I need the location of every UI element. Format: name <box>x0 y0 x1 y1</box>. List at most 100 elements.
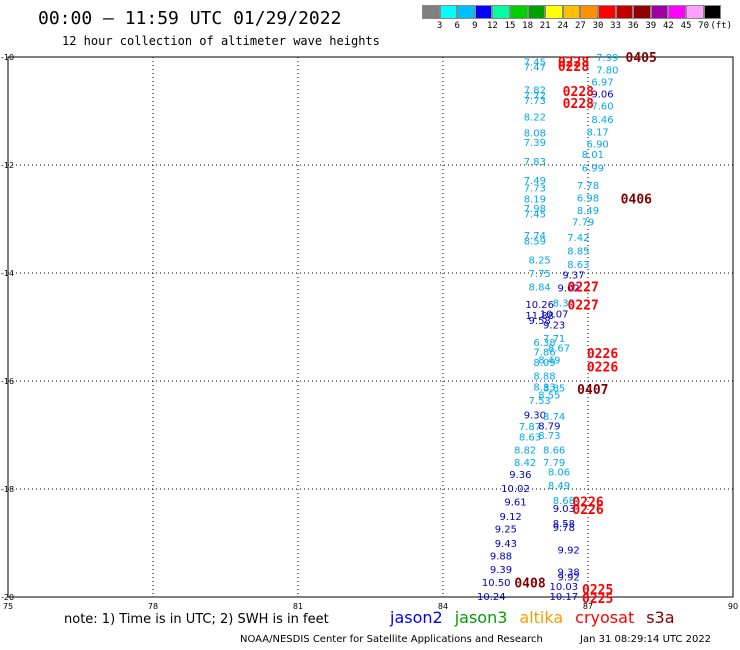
wave-height-label: 7.99 <box>596 53 618 64</box>
cycle-label: 0227 <box>568 298 599 313</box>
cycle-label: 0225 <box>582 583 613 598</box>
cycle-label: 0228 <box>558 60 589 75</box>
wave-height-label: 7.60 <box>591 102 613 113</box>
wave-height-label: 8.85 <box>543 383 565 394</box>
wave-height-label: 7.73 <box>524 184 546 195</box>
cycle-labels: 0405022802280228022804060227022702260226… <box>514 51 656 607</box>
footer-timestamp: Jan 31 08:29:14 UTC 2022 <box>580 634 712 645</box>
wave-height-label: 7.74 <box>524 231 546 242</box>
wave-height-label: 9.03 <box>553 504 575 515</box>
lon-tick-label: 87 <box>583 602 593 611</box>
wave-height-label: 9.61 <box>504 497 526 508</box>
colorbar-label: 18 <box>522 21 534 31</box>
legend-item-jason2: jason2 <box>390 608 443 627</box>
wave-height-label: 7.83 <box>524 157 546 168</box>
satellite-legend: jason2 jason3 altika cryosat s3a <box>390 608 687 627</box>
wave-height-label: 8.66 <box>543 446 565 457</box>
colorbar-swatch-14 <box>668 5 686 19</box>
wave-height-label: 8.08 <box>524 129 546 140</box>
colorbar-label: 21 <box>539 21 551 31</box>
cycle-label: 0227 <box>568 281 599 296</box>
cycle-label: 0408 <box>514 576 545 591</box>
wave-height-label: 7.39 <box>524 138 546 149</box>
wave-height-label: 10.07 <box>540 310 569 321</box>
lon-tick-label: 75 <box>3 602 13 611</box>
wave-height-label: 8.06 <box>548 468 570 479</box>
wave-height-label: 7.47 <box>524 63 546 74</box>
wave-height-label: 7.45 <box>524 210 546 221</box>
colorbar-label: (ft) <box>710 21 733 31</box>
colorbar-label: 33 <box>610 21 622 31</box>
axis-labels: 75 78 81 84 87 90 -10 -12 -14 -16 -18 -20 <box>1 53 738 611</box>
wave-height-label: 8.59 <box>524 237 546 248</box>
wave-height-label: 8.01 <box>582 150 604 161</box>
wave-height-label: 8.67 <box>548 344 570 355</box>
wave-height-label: 9.02 <box>558 284 580 295</box>
wave-height-label: 8.49 <box>538 355 560 366</box>
cycle-label: 0226 <box>572 503 603 518</box>
units-note: note: 1) Time is in UTC; 2) SWH is in fe… <box>64 612 329 627</box>
wave-height-label: 9.78 <box>553 523 575 534</box>
wave-height-label: 7.79 <box>572 218 594 229</box>
wave-height-label: 7.72 <box>524 91 546 102</box>
page-title: 00:00 – 11:59 UTC 01/29/2022 <box>38 8 342 29</box>
wave-height-observations: 7.997.457.47 7.806.977.82 9.067.727.73 7.60… <box>477 53 618 603</box>
wave-height-label: 6.99 <box>582 164 604 175</box>
wave-height-label: 9.88 <box>490 551 512 562</box>
cycle-label: 0405 <box>626 51 657 66</box>
cycle-label: 0226 <box>572 495 603 510</box>
lat-tick-label: -18 <box>1 485 14 494</box>
wave-height-label: 7.80 <box>596 65 618 76</box>
lat-tick-label: -14 <box>1 269 14 278</box>
colorbar-label: 39 <box>645 21 657 31</box>
colorbar-label: 24 <box>557 21 569 31</box>
wave-height-label: 9.30 <box>524 410 546 421</box>
wave-height-label: 8.09 <box>533 358 555 369</box>
colorbar-label: 3 <box>436 21 443 31</box>
wave-height-label: 8.17 <box>587 128 609 139</box>
colorbar-swatch-5 <box>509 5 528 19</box>
colorbar-label: 42 <box>662 21 674 31</box>
wave-height-label: 9.58 <box>529 316 551 327</box>
wave-height-label: 10.50 <box>482 578 511 589</box>
wave-height-label: 7.73 <box>524 96 546 107</box>
lon-tick-label: 84 <box>438 602 448 611</box>
wave-height-label: 6.38 <box>533 338 555 349</box>
wave-height-label: 10.02 <box>501 484 530 495</box>
cycle-label: 0228 <box>563 85 594 100</box>
wave-height-label: 11.88 <box>525 311 554 322</box>
wave-height-label: 8.33 <box>533 382 555 393</box>
wave-height-label: 7.71 <box>543 334 565 345</box>
wave-height-label: 9.43 <box>495 539 517 550</box>
wave-height-label: 7.79 <box>543 458 565 469</box>
wave-height-label: 9.36 <box>509 470 531 481</box>
map-grid <box>7 56 734 598</box>
colorbar-label: 9 <box>472 21 478 31</box>
wave-height-label: 9.12 <box>500 512 522 523</box>
colorbar-swatch-13 <box>650 5 669 19</box>
wave-height-label: 8.68 <box>553 496 575 507</box>
wave-height-label: 10.24 <box>477 592 506 603</box>
lon-tick-label: 90 <box>728 602 738 611</box>
cycle-label: 0407 <box>577 383 608 398</box>
wave-height-label: 9.92 <box>558 545 580 556</box>
wave-height-label: 8.35 <box>553 299 575 310</box>
wave-height-label: 9.23 <box>543 320 565 331</box>
colorbar-swatch-11 <box>615 5 634 19</box>
footer-credit: NOAA/NESDIS Center for Satellite Applica… <box>240 634 543 645</box>
colorbar-label: 36 <box>627 21 639 31</box>
wave-height-label: 7.82 <box>524 85 546 96</box>
wave-height-label: 7.75 <box>529 269 551 280</box>
colorbar-swatch-9 <box>580 5 598 19</box>
wave-height-label: 6.98 <box>577 193 599 204</box>
cycle-label: 0225 <box>582 592 613 607</box>
wave-height-label: 8.58 <box>553 519 575 530</box>
lat-tick-label: -10 <box>1 53 14 62</box>
wave-height-label: 7.78 <box>577 181 599 192</box>
legend-item-cryosat: cryosat <box>575 608 635 627</box>
colorbar-label: 15 <box>504 21 516 31</box>
wave-height-label: 8.79 <box>538 421 560 432</box>
wave-height-label: 8.22 <box>524 112 546 123</box>
wave-height-label: 9.92 <box>558 572 580 583</box>
legend-item-jason3: jason3 <box>454 608 508 627</box>
